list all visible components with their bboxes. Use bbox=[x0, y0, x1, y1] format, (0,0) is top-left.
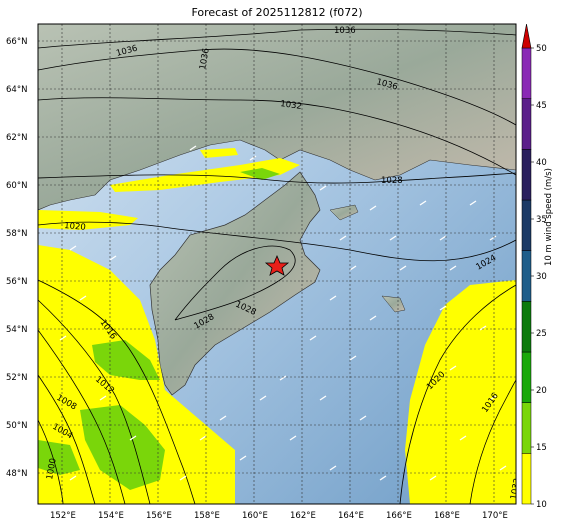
land-island bbox=[381, 295, 406, 313]
colorbar-band bbox=[521, 47, 532, 99]
lat-tick: 56°N bbox=[6, 277, 27, 287]
graticule bbox=[38, 24, 516, 504]
colorbar-band bbox=[521, 402, 532, 454]
lat-tick: 60°N bbox=[6, 181, 27, 191]
colorbar-band bbox=[521, 199, 532, 251]
colorbar-title: 10 m wind speed (m/s) bbox=[544, 168, 554, 266]
colorbar-tick: 15 bbox=[536, 443, 547, 453]
colorbar-band bbox=[521, 250, 532, 302]
lon-tick: 168°E bbox=[434, 511, 460, 521]
wind-fill-green-1 bbox=[92, 340, 160, 380]
isobar-lines bbox=[38, 28, 516, 504]
lat-tick: 52°N bbox=[6, 373, 27, 383]
colorbar-tick: 45 bbox=[536, 101, 547, 111]
lat-tick: 50°N bbox=[6, 421, 27, 431]
colorbar-tick: 30 bbox=[536, 272, 547, 282]
colorbar-band bbox=[521, 351, 532, 403]
lat-tick: 48°N bbox=[6, 469, 27, 479]
wind-fill-west bbox=[38, 210, 138, 230]
isobar-label: 1032 bbox=[509, 477, 523, 500]
map-title: Forecast of 2025112812 (f072) bbox=[191, 6, 363, 19]
land-kamchatka bbox=[149, 171, 321, 396]
colorbar-band bbox=[521, 301, 532, 353]
lon-tick: 156°E bbox=[146, 511, 172, 521]
colorbar-band bbox=[521, 149, 532, 201]
lat-tick: 62°N bbox=[6, 133, 27, 143]
isobar-label: 1028 bbox=[381, 176, 403, 186]
colorbar: 50 45 40 35 30 25 20 15 10 bbox=[521, 23, 547, 510]
lat-tick: 66°N bbox=[6, 37, 27, 47]
colorbar-extend-arrow bbox=[521, 23, 532, 49]
lon-tick: 170°E bbox=[482, 511, 508, 521]
land-island bbox=[329, 204, 359, 221]
wind-fill-green-3 bbox=[38, 440, 80, 475]
map-frame bbox=[37, 23, 517, 505]
lon-tick: 164°E bbox=[338, 511, 364, 521]
lat-axis-labels: 66°N 64°N 62°N 60°N 58°N 56°N 54°N 52°N … bbox=[6, 37, 27, 479]
colorbar-tick: 25 bbox=[536, 329, 547, 339]
lon-tick: 162°E bbox=[290, 511, 316, 521]
colorbar-band bbox=[521, 98, 532, 150]
isobar-label: 1020 bbox=[64, 221, 86, 233]
lon-tick: 152°E bbox=[50, 511, 76, 521]
lon-tick: 154°E bbox=[98, 511, 124, 521]
colorbar-tick: 50 bbox=[536, 44, 547, 54]
wind-fill-east bbox=[405, 280, 516, 504]
map-area: 1036 1036 1036 1036 1032 1028 1020 1024 … bbox=[38, 24, 523, 504]
wind-fill-north bbox=[110, 158, 300, 192]
colorbar-band bbox=[521, 453, 532, 505]
lat-tick: 54°N bbox=[6, 325, 27, 335]
colorbar-tick: 40 bbox=[536, 158, 547, 168]
lon-tick: 158°E bbox=[194, 511, 220, 521]
lon-tick: 166°E bbox=[386, 511, 412, 521]
colorbar-tick: 35 bbox=[536, 215, 547, 225]
lon-axis-labels: 152°E 154°E 156°E 158°E 160°E 162°E 164°… bbox=[50, 511, 508, 521]
wind-fill-green-2 bbox=[80, 405, 165, 490]
isobar-label: 1000 bbox=[45, 457, 59, 480]
isobar-label: 1036 bbox=[334, 26, 356, 36]
lat-tick: 64°N bbox=[6, 85, 27, 95]
wind-barbs bbox=[59, 145, 507, 481]
wind-fill-north-green bbox=[240, 168, 280, 180]
isobar-label: 1032 bbox=[280, 99, 303, 112]
isobar-label: 1036 bbox=[198, 47, 212, 70]
lat-tick: 58°N bbox=[6, 229, 27, 239]
land-north bbox=[38, 24, 516, 211]
lon-tick: 160°E bbox=[242, 511, 268, 521]
wind-fill-north-small bbox=[200, 148, 238, 158]
location-star-marker bbox=[264, 254, 290, 276]
colorbar-tick: 10 bbox=[536, 500, 547, 510]
colorbar-tick: 20 bbox=[536, 386, 547, 396]
